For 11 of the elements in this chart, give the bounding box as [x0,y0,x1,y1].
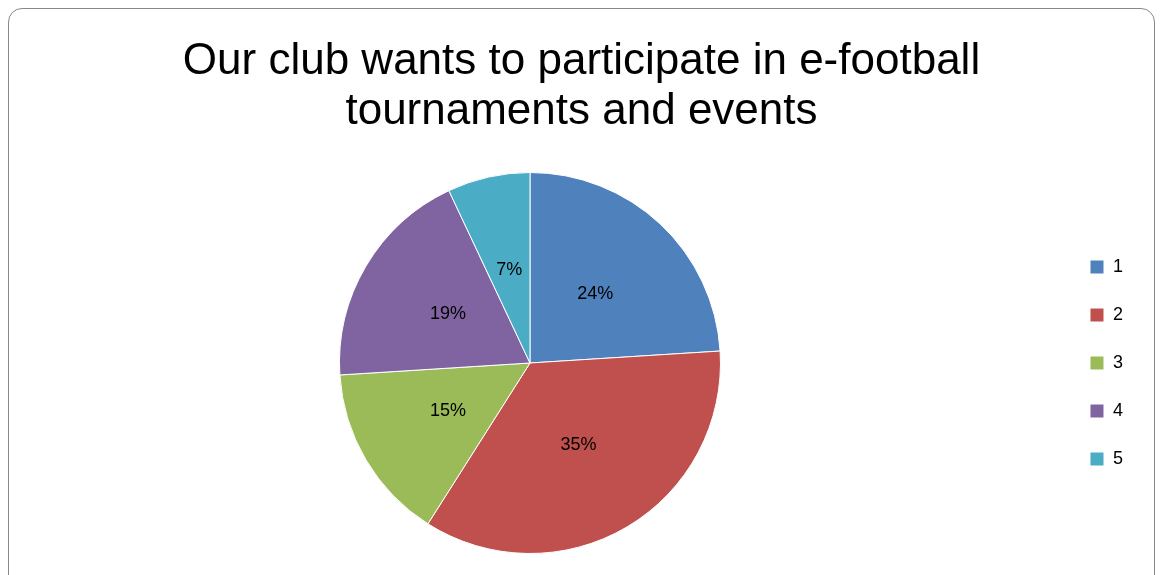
legend-label: 1 [1112,255,1123,276]
data-label: 24% [577,282,614,303]
legend-label: 4 [1112,399,1123,420]
legend-label: 5 [1112,447,1123,468]
legend-label: 2 [1112,303,1123,324]
chart-title: Our club wants to participate in e-football tournaments and events [181,34,982,134]
data-label: 15% [429,400,467,421]
data-label: 19% [429,303,467,324]
legend-label: 3 [1112,351,1123,372]
data-label: 35% [560,433,597,454]
data-label: 7% [496,259,523,280]
